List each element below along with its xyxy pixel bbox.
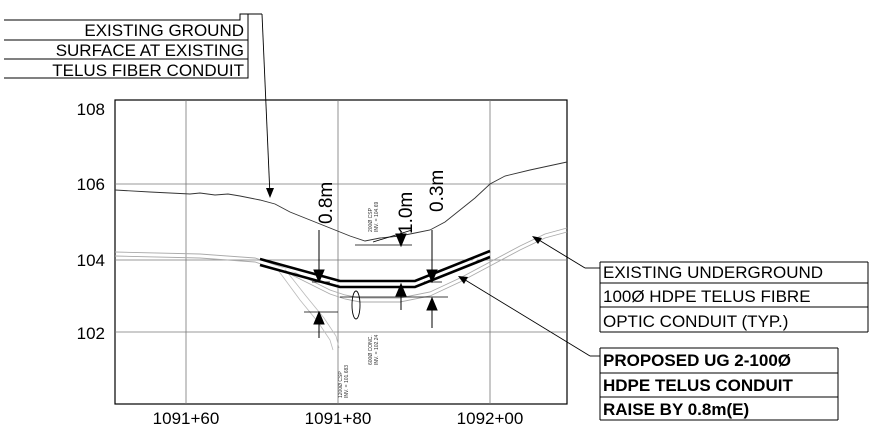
csp-note: 1200Ø CSP INV. = 101.683 bbox=[338, 365, 350, 398]
y-tick-label: 104 bbox=[77, 251, 105, 270]
ground-surface-annotation: EXISTING GROUND SURFACE AT EXISTING TELU… bbox=[4, 13, 274, 198]
reference-lines bbox=[304, 229, 448, 313]
plot-frame bbox=[114, 99, 568, 405]
proposed-conduit bbox=[259, 249, 491, 289]
proposed-conduit-line: RAISE BY 0.8m(E) bbox=[603, 400, 749, 419]
crossing-note-upper: 200Ø CSP INV. = 104.69 bbox=[368, 202, 380, 232]
dimension-arrows bbox=[313, 230, 438, 338]
y-tick-label: 102 bbox=[77, 324, 105, 343]
proposed-conduit-line: PROPOSED UG 2-100Ø bbox=[603, 351, 791, 370]
ground-surface-line: SURFACE AT EXISTING bbox=[56, 41, 244, 60]
ground-surface-line: EXISTING GROUND bbox=[84, 21, 244, 40]
y-tick-label: 108 bbox=[77, 100, 105, 119]
svg-text:1200Ø CSP: 1200Ø CSP bbox=[338, 371, 344, 398]
svg-text:200Ø CSP: 200Ø CSP bbox=[368, 207, 374, 232]
existing-conduit-line: OPTIC CONDUIT (TYP.) bbox=[603, 312, 788, 331]
x-tick-label: 1092+00 bbox=[457, 409, 524, 428]
existing-conduit-line: EXISTING UNDERGROUND bbox=[603, 263, 823, 282]
culvert-ellipse bbox=[351, 290, 361, 320]
crossing-note-lower: 600Ø CONC. INV. = 102.24 bbox=[368, 335, 380, 365]
y-tick-label: 106 bbox=[77, 175, 105, 194]
dimension-label: 0.3m bbox=[427, 170, 448, 212]
svg-text:INV. = 102.24: INV. = 102.24 bbox=[374, 335, 380, 365]
existing-ground-line bbox=[114, 161, 568, 242]
existing-conduit-line: 100Ø HDPE TELUS FIBRE bbox=[603, 287, 811, 306]
existing-conduit-annotation: EXISTING UNDERGROUND 100Ø HDPE TELUS FIB… bbox=[532, 236, 869, 333]
svg-text:INV. = 101.683: INV. = 101.683 bbox=[344, 365, 350, 398]
proposed-conduit-line: HDPE TELUS CONDUIT bbox=[603, 376, 793, 395]
svg-text:600Ø CONC.: 600Ø CONC. bbox=[368, 335, 374, 365]
csp-pipe bbox=[277, 267, 340, 351]
x-tick-label: 1091+80 bbox=[305, 409, 372, 428]
ground-surface-line: TELUS FIBER CONDUIT bbox=[52, 61, 244, 80]
svg-text:INV. = 104.69: INV. = 104.69 bbox=[374, 202, 380, 232]
grid bbox=[115, 100, 567, 404]
x-tick-label: 1091+60 bbox=[153, 409, 220, 428]
proposed-conduit-annotation: PROPOSED UG 2-100Ø HDPE TELUS CONDUIT RA… bbox=[458, 276, 839, 421]
dimension-label: 0.8m bbox=[316, 182, 337, 224]
existing-conduit bbox=[114, 227, 568, 303]
dimension-label: 1.0m bbox=[396, 192, 417, 234]
